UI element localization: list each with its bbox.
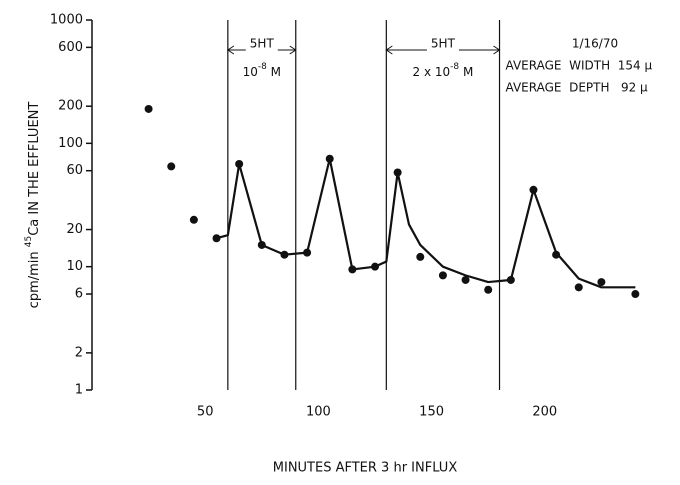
y-label-part: cpm/min	[27, 251, 42, 308]
data-point	[212, 234, 221, 243]
data-point	[597, 278, 606, 287]
data-point	[438, 271, 447, 280]
note: AVERAGE DEPTH 92 µ	[506, 81, 649, 95]
data-point	[574, 283, 583, 292]
data-point	[167, 162, 176, 171]
y-tick-label: 200	[58, 99, 83, 114]
note: AVERAGE WIDTH 154 µ	[506, 59, 653, 73]
y-tick-label: 1000	[50, 13, 83, 28]
fitted-curve	[216, 157, 636, 289]
conc-exp: -8	[258, 62, 267, 72]
y-label-part: Ca IN THE EFFLUENT	[27, 102, 42, 236]
data-point	[506, 275, 515, 284]
y-tick-label: 2	[75, 345, 83, 360]
data-point	[325, 154, 334, 163]
y-tick-label: 1	[75, 383, 83, 398]
data-point	[303, 248, 312, 257]
y-tick-label: 10	[66, 259, 83, 274]
data-point	[257, 240, 266, 249]
treatment-conc: 2 x 10-8 M	[413, 62, 474, 79]
data-point	[552, 250, 561, 259]
data-point	[393, 168, 402, 177]
y-tick-label: 100	[58, 136, 83, 151]
data-point	[416, 252, 425, 261]
conc-unit: M	[267, 65, 281, 79]
data-point	[529, 185, 538, 194]
x-axis-label: MINUTES AFTER 3 hr INFLUX	[273, 461, 458, 476]
data-point	[189, 215, 198, 224]
treatment-label: 5HT	[250, 37, 275, 51]
y-axis-label: cpm/min 45Ca IN THE EFFLUENT	[24, 102, 42, 309]
data-point	[280, 250, 289, 259]
y-tick-label: 600	[58, 40, 83, 55]
data-point	[144, 104, 153, 113]
x-tick-label: 150	[419, 405, 444, 420]
data-point	[371, 262, 379, 271]
data-point	[235, 159, 244, 168]
conc-exp: -8	[450, 62, 459, 72]
arrow-head	[385, 45, 393, 55]
arrow-head	[226, 45, 235, 55]
y-tick-label: 6	[75, 287, 83, 302]
y-tick-label: 20	[66, 222, 83, 237]
treatment-conc: 10-8 M	[243, 62, 281, 79]
arrow-head	[493, 45, 501, 55]
x-tick-label: 200	[532, 405, 557, 420]
conc-base: 2 x 10	[413, 65, 451, 79]
x-tick-label: 100	[306, 405, 331, 420]
arrow-head	[289, 45, 297, 55]
y-label-sup: 45	[24, 236, 34, 247]
data-point	[484, 285, 493, 294]
x-tick-label: 50	[197, 405, 214, 420]
conc-base: 10	[243, 65, 258, 79]
treatment-label: 5HT	[431, 37, 456, 51]
data-point	[461, 275, 470, 284]
conc-unit: M	[459, 65, 473, 79]
data-point	[348, 265, 357, 274]
y-tick-label: 60	[66, 163, 83, 178]
note: 1/16/70	[572, 37, 618, 51]
data-point	[631, 290, 640, 299]
